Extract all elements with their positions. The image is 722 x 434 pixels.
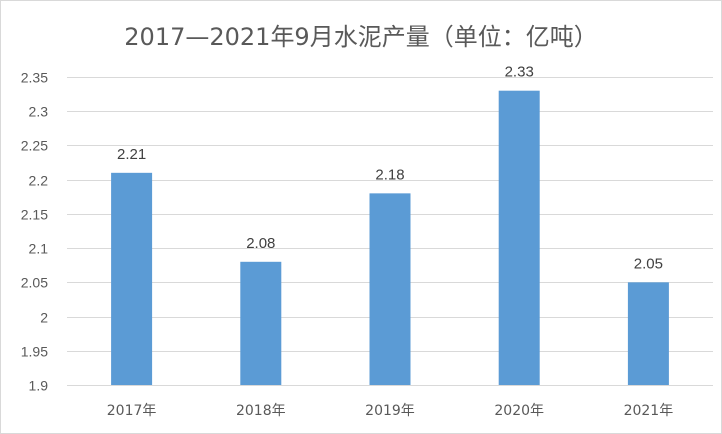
y-axis-ticks: 1.9 1.95 2 2.05 2.1 2.15 2.2 2.25 2.3 2.35 (21, 70, 48, 394)
data-label: 2.33 (505, 64, 534, 81)
y-tick-label: 2.35 (21, 70, 48, 86)
x-tick-label: 2021年 (624, 403, 674, 419)
bar (498, 90, 540, 385)
data-labels: 2.21 2.08 2.18 2.33 2.05 (117, 64, 663, 273)
bar (240, 261, 282, 385)
bar (369, 193, 411, 385)
y-tick-label: 2.05 (21, 275, 48, 291)
x-axis-ticks: 2017年 2018年 2019年 2020年 2021年 (107, 403, 673, 419)
y-tick-label: 1.9 (29, 378, 49, 394)
y-tick-label: 2.1 (29, 241, 49, 257)
data-label: 2.08 (246, 235, 275, 252)
data-label: 2.21 (117, 146, 146, 163)
bar (111, 172, 153, 385)
bar (627, 282, 669, 385)
y-tick-label: 2.3 (29, 104, 49, 120)
data-label: 2.05 (634, 255, 663, 272)
y-tick-label: 2.2 (29, 173, 49, 189)
y-tick-label: 2.15 (21, 207, 48, 223)
y-tick-label: 2 (40, 310, 48, 326)
data-label: 2.18 (375, 166, 404, 183)
x-tick-label: 2018年 (236, 403, 286, 419)
x-tick-label: 2017年 (107, 403, 157, 419)
y-tick-label: 2.25 (21, 138, 48, 154)
x-tick-label: 2019年 (365, 403, 415, 419)
chart-title: 2017—2021年9月水泥产量（单位：亿吨） (124, 23, 598, 51)
bars (111, 90, 669, 385)
x-tick-label: 2020年 (494, 403, 544, 419)
y-tick-label: 1.95 (21, 344, 48, 360)
